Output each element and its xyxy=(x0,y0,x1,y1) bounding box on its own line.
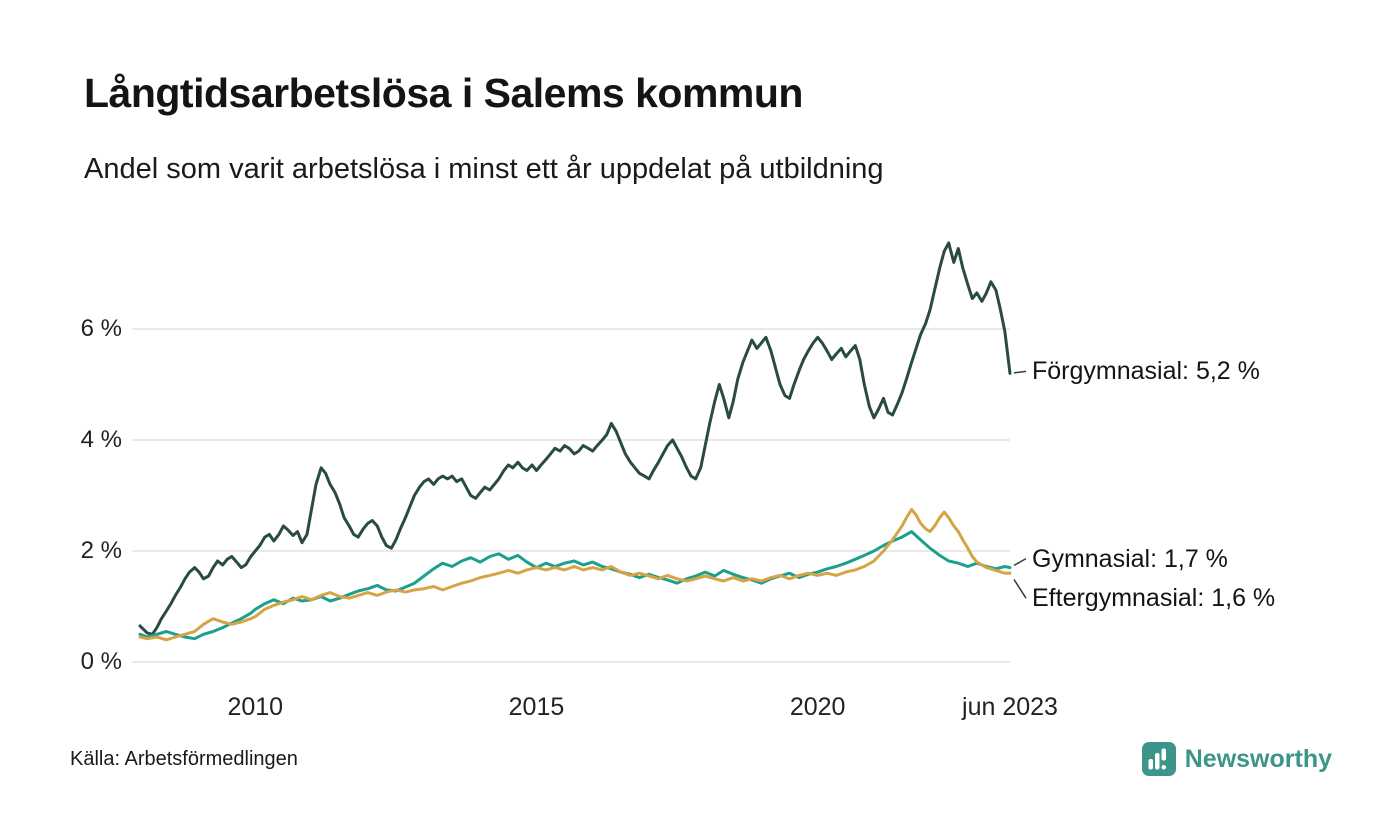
label-connector-eftergymnasial xyxy=(1013,579,1027,599)
label-connector-forgymnasial xyxy=(1013,370,1027,374)
x-tick-label: 2010 xyxy=(227,693,284,721)
brand: Newsworthy xyxy=(1141,742,1332,776)
y-tick-label: 0 % xyxy=(80,648,122,675)
chart-subtitle: Andel som varit arbetslösa i minst ett å… xyxy=(84,153,884,185)
label-connector-gymnasial xyxy=(1013,557,1027,567)
source-note: Källa: Arbetsförmedlingen xyxy=(70,748,298,770)
series-label-forgymnasial: Förgymnasial: 5,2 % xyxy=(1032,357,1260,386)
x-tick-label: jun 2023 xyxy=(962,693,1058,721)
series-label-gymnasial: Gymnasial: 1,7 % xyxy=(1032,544,1228,573)
y-tick-label: 4 % xyxy=(80,426,122,453)
series-label-eftergymnasial: Eftergymnasial: 1,6 % xyxy=(1032,584,1276,613)
y-tick-label: 2 % xyxy=(80,537,122,564)
series-line-forgymnasial xyxy=(138,241,1012,636)
x-tick-label: 2015 xyxy=(508,693,565,721)
newsworthy-logo-icon xyxy=(1141,742,1176,776)
y-tick-label: 6 % xyxy=(80,315,122,342)
brand-name: Newsworthy xyxy=(1184,744,1332,773)
series-line-eftergymnasial xyxy=(138,507,1012,642)
x-tick-label: 2020 xyxy=(789,693,846,721)
chart-title: Långtidsarbetslösa i Salems kommun xyxy=(84,70,803,116)
series-line-gymnasial xyxy=(138,530,1012,641)
